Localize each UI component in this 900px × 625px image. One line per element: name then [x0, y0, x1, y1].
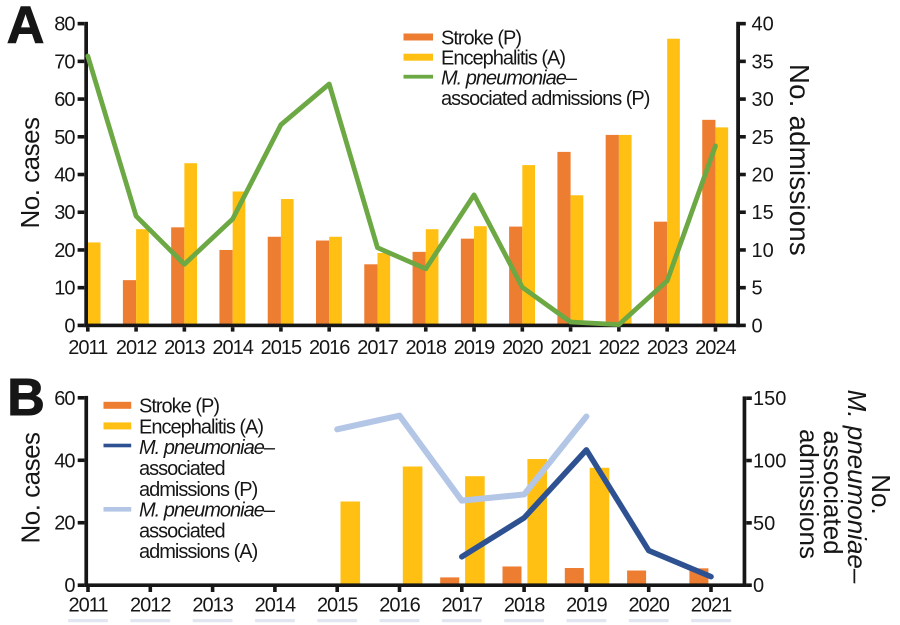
svg-text:2017: 2017 [442, 595, 483, 617]
svg-text:5: 5 [752, 278, 763, 300]
svg-text:50: 50 [753, 513, 775, 535]
svg-text:100: 100 [753, 451, 786, 473]
svg-text:2011: 2011 [68, 595, 108, 617]
svg-text:70: 70 [54, 51, 75, 73]
svg-text:2020: 2020 [628, 595, 669, 617]
svg-text:associated: associated [818, 430, 848, 554]
svg-text:No. admissions: No. admissions [784, 64, 815, 256]
svg-text:associated admissions (P): associated admissions (P) [441, 88, 650, 110]
svg-text:25: 25 [752, 127, 774, 149]
svg-text:2018: 2018 [504, 595, 545, 617]
svg-text:150: 150 [753, 388, 786, 410]
svg-text:2013: 2013 [164, 337, 205, 359]
svg-text:M. pneumoniae–: M. pneumoniae– [139, 437, 276, 459]
svg-text:2012: 2012 [130, 595, 171, 617]
svg-text:30: 30 [54, 202, 75, 224]
svg-text:2016: 2016 [379, 595, 420, 617]
svg-text:0: 0 [752, 315, 763, 337]
svg-text:Encephalitis (A): Encephalitis (A) [139, 416, 263, 438]
svg-text:No. cases: No. cases [15, 117, 45, 229]
svg-text:15: 15 [752, 202, 774, 224]
svg-text:2014: 2014 [255, 595, 296, 617]
svg-text:2024: 2024 [695, 337, 736, 359]
svg-text:40: 40 [54, 165, 75, 187]
svg-text:60: 60 [54, 89, 75, 111]
svg-text:80: 80 [54, 14, 75, 36]
svg-text:0: 0 [64, 575, 75, 597]
svg-text:60: 60 [54, 388, 75, 410]
svg-text:M. pneumoniae–: M. pneumoniae– [139, 500, 276, 522]
svg-text:associated: associated [139, 458, 225, 480]
svg-text:20: 20 [54, 240, 75, 262]
svg-text:20: 20 [54, 513, 75, 535]
svg-text:2016: 2016 [309, 337, 350, 359]
svg-text:A: A [7, 0, 45, 55]
svg-text:2023: 2023 [647, 337, 688, 359]
svg-text:2019: 2019 [454, 337, 495, 359]
svg-text:2017: 2017 [357, 337, 398, 359]
svg-text:2013: 2013 [192, 595, 233, 617]
svg-text:No.: No. [866, 474, 896, 514]
svg-text:2012: 2012 [116, 337, 157, 359]
svg-text:2018: 2018 [406, 337, 447, 359]
svg-text:Stroke (P): Stroke (P) [441, 28, 521, 50]
svg-text:50: 50 [54, 127, 75, 149]
svg-text:0: 0 [753, 575, 764, 597]
svg-text:35: 35 [752, 51, 774, 73]
svg-text:30: 30 [752, 89, 774, 111]
svg-text:40: 40 [752, 14, 774, 36]
svg-text:admissions (A): admissions (A) [139, 541, 258, 563]
svg-text:M. pneumoniae–: M. pneumoniae– [441, 68, 578, 90]
svg-text:2020: 2020 [502, 337, 543, 359]
svg-text:No. cases: No. cases [16, 432, 46, 544]
svg-text:2014: 2014 [212, 337, 253, 359]
svg-text:0: 0 [64, 315, 75, 337]
svg-text:10: 10 [752, 240, 774, 262]
svg-text:2011: 2011 [68, 337, 108, 359]
svg-text:20: 20 [752, 165, 774, 187]
svg-text:Stroke (P): Stroke (P) [139, 396, 219, 418]
svg-text:associated: associated [139, 520, 225, 542]
svg-text:2021: 2021 [550, 337, 591, 359]
svg-text:2022: 2022 [599, 337, 640, 359]
svg-text:2019: 2019 [566, 595, 607, 617]
svg-text:admissions: admissions [794, 429, 824, 559]
svg-text:40: 40 [54, 450, 75, 472]
svg-text:2021: 2021 [691, 595, 732, 617]
svg-text:M. pneumoniae–: M. pneumoniae– [842, 390, 872, 584]
svg-text:10: 10 [54, 278, 75, 300]
svg-text:2015: 2015 [317, 595, 358, 617]
svg-text:admissions (P): admissions (P) [139, 479, 258, 501]
svg-text:2015: 2015 [261, 337, 302, 359]
svg-text:Encephalitis (A): Encephalitis (A) [441, 48, 565, 70]
svg-text:B: B [7, 369, 45, 427]
